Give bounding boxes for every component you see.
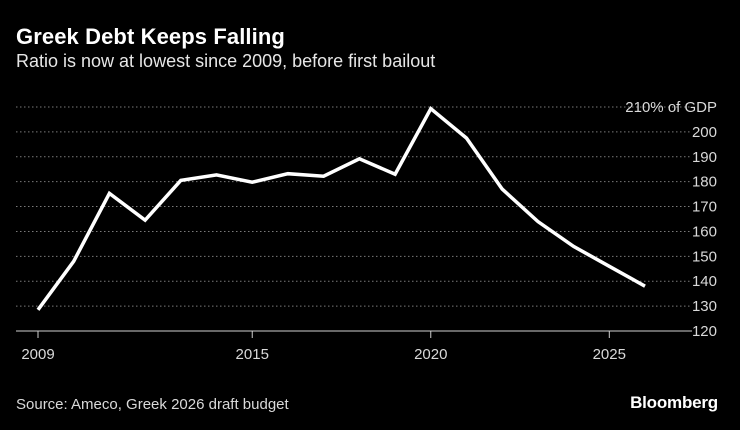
y-tick-label: 170 bbox=[692, 199, 717, 216]
chart-subtitle: Ratio is now at lowest since 2009, befor… bbox=[16, 51, 436, 71]
y-tick-label: 120 bbox=[692, 323, 717, 340]
y-tick-label: 160 bbox=[692, 223, 717, 240]
x-axis: 2009 2015 2020 2025 bbox=[21, 331, 626, 363]
source-note: Source: Ameco, Greek 2026 draft budget bbox=[16, 396, 289, 413]
y-tick-label: 150 bbox=[692, 248, 717, 265]
chart-title: Greek Debt Keeps Falling bbox=[16, 24, 285, 49]
y-tick-label: 190 bbox=[692, 149, 717, 166]
y-tick-label: 210% of GDP bbox=[625, 99, 717, 116]
y-tick-label: 200 bbox=[692, 124, 717, 141]
grid-layer bbox=[16, 106, 692, 332]
x-tick-label: 2020 bbox=[414, 346, 447, 363]
y-tick-label: 180 bbox=[692, 174, 717, 191]
debt-ratio-series-line bbox=[36, 106, 646, 311]
x-tick-label: 2025 bbox=[593, 346, 626, 363]
y-axis: 120 130 140 150 160 170 180 190 200 210% of GDP bbox=[625, 99, 717, 340]
y-tick-label: 130 bbox=[692, 298, 717, 315]
series-layer bbox=[36, 106, 646, 311]
x-tick-label: 2015 bbox=[236, 346, 269, 363]
y-tick-label: 140 bbox=[692, 273, 717, 290]
x-tick-label: 2009 bbox=[21, 346, 54, 363]
bloomberg-logo: Bloomberg bbox=[630, 393, 718, 412]
